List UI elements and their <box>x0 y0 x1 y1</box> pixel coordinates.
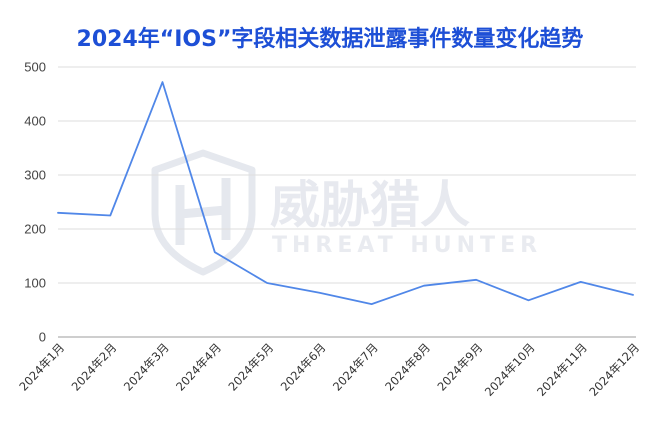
shield-h-icon <box>151 149 256 276</box>
data-point <box>370 302 374 306</box>
x-tick-label: 2024年8月 <box>382 340 433 393</box>
y-tick-label: 500 <box>24 60 46 75</box>
chart-title: 2024年“IOS”字段相关数据泄露事件数量变化趋势 <box>77 26 584 52</box>
data-point <box>317 291 321 295</box>
series-line <box>57 81 634 306</box>
x-tick-label: 2024年1月 <box>16 340 67 393</box>
x-tick-label: 2024年9月 <box>434 340 485 393</box>
watermark-brand-en: THREAT HUNTER <box>272 233 542 258</box>
x-tick-label: 2024年12月 <box>586 340 642 398</box>
x-tick-label: 2024年2月 <box>69 340 120 393</box>
x-axis: 2024年1月 2024年2月 2024年3月 2024年4月 2024年5月 2024年… <box>16 340 642 398</box>
data-point <box>631 293 635 297</box>
watermark-brand-cn: 威胁猎人 <box>270 176 470 234</box>
x-tick-label: 2024年6月 <box>278 340 329 393</box>
x-tick-label: 2024年4月 <box>173 340 224 393</box>
y-tick-label: 0 <box>39 330 46 345</box>
data-point <box>108 214 112 218</box>
data-point <box>56 211 60 215</box>
grid <box>58 66 636 338</box>
data-point <box>526 298 530 302</box>
x-tick-label: 2024年3月 <box>121 340 172 393</box>
data-point <box>474 278 478 282</box>
x-tick-label: 2024年11月 <box>534 340 590 398</box>
y-tick-label: 300 <box>24 168 46 183</box>
x-tick-label: 2024年7月 <box>330 340 381 393</box>
x-tick-label: 2024年5月 <box>225 340 276 393</box>
watermark: 威胁猎人 THREAT HUNTER <box>151 149 542 276</box>
series <box>56 80 635 306</box>
data-point <box>579 280 583 284</box>
y-tick-label: 400 <box>24 114 46 129</box>
data-point <box>422 284 426 288</box>
y-tick-label: 200 <box>24 222 46 237</box>
y-axis: 0 100 200 300 400 500 <box>24 60 46 345</box>
y-tick-label: 100 <box>24 276 46 291</box>
x-tick-label: 2024年10月 <box>482 340 538 398</box>
data-point <box>213 250 217 254</box>
data-point <box>161 80 165 84</box>
data-point <box>265 281 269 285</box>
